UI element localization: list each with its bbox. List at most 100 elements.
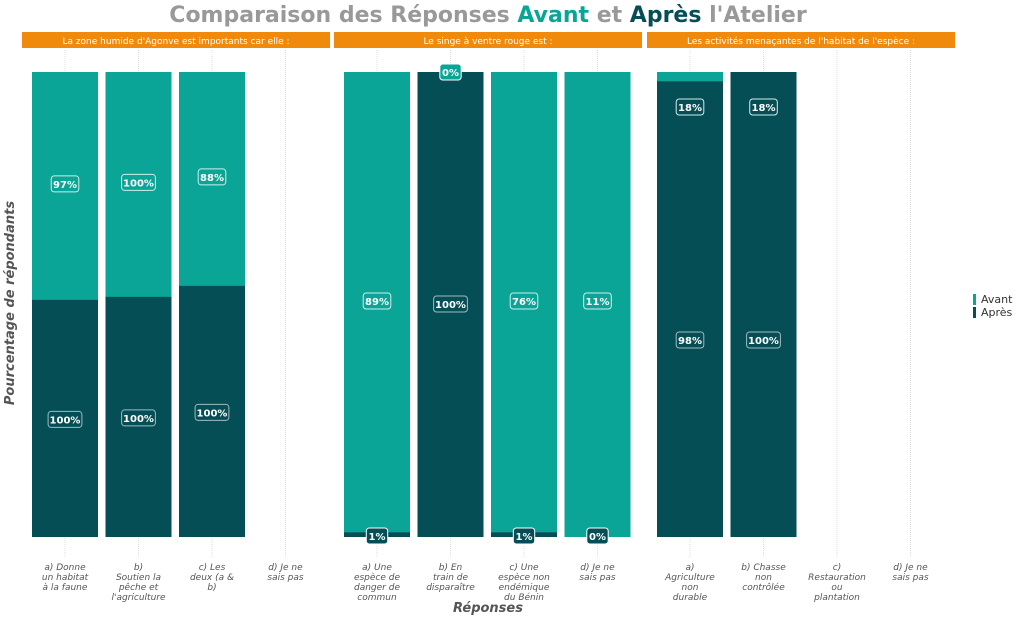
- data-label: 100%: [435, 300, 466, 311]
- legend-label: Après: [981, 306, 1013, 319]
- data-label: 1%: [369, 532, 386, 543]
- data-label-box: [746, 331, 781, 349]
- tick-label: non: [755, 573, 772, 583]
- tick-label: sais pas: [579, 573, 615, 583]
- bar-apres: [417, 72, 484, 537]
- tick-label: danger de: [354, 583, 400, 593]
- data-label-box: [197, 168, 227, 186]
- tick-label: espèce non: [498, 572, 550, 583]
- bar-avant: [491, 72, 557, 537]
- data-label: 88%: [200, 173, 224, 184]
- data-label: 0%: [589, 532, 606, 543]
- data-label-box: [433, 295, 468, 313]
- tick-label: non: [682, 583, 699, 593]
- tick-label: l'agriculture: [111, 593, 165, 603]
- data-label-box: [583, 292, 612, 310]
- data-label-box: [509, 292, 539, 310]
- tick-label: c) Les: [199, 563, 226, 573]
- legend-swatch: [973, 294, 976, 305]
- tick-label: disparaître: [426, 583, 475, 593]
- tick-label: d) Je ne: [893, 563, 928, 573]
- data-label-box: [194, 403, 230, 421]
- tick-label: sais pas: [892, 573, 928, 583]
- tick-label: a) Une: [362, 563, 392, 573]
- data-label: 98%: [678, 336, 702, 347]
- bar-apres: [730, 72, 797, 537]
- tick-label: train de: [433, 573, 469, 583]
- chart-title: Comparaison des Réponses Avant et Après …: [169, 3, 807, 28]
- data-label: 18%: [752, 103, 776, 114]
- panel: Le singe à ventre rouge est : 89% 1% a) Une…: [334, 32, 642, 603]
- tick-label: espèce de: [354, 572, 401, 583]
- chart-title-part: l'Atelier: [701, 3, 806, 28]
- panel: La zone humide d'Agonve est importants c…: [22, 32, 330, 603]
- data-label: 97%: [53, 180, 77, 191]
- data-label-box: [749, 98, 778, 116]
- panel-header: [647, 32, 955, 48]
- data-label: 100%: [123, 178, 154, 189]
- data-label: 100%: [748, 336, 779, 347]
- legend-label: Avant: [981, 293, 1013, 306]
- y-axis-label: Pourcentage de répondants: [3, 201, 18, 405]
- chart-title-part: Après: [630, 3, 702, 28]
- data-label: 100%: [50, 415, 81, 426]
- tick-label: un habitat: [42, 573, 89, 583]
- tick-label: du Bénin: [504, 592, 544, 603]
- data-label-box: [512, 527, 536, 545]
- data-label-box: [121, 173, 156, 191]
- data-label: 89%: [365, 297, 389, 308]
- chart-title-part: Avant: [517, 3, 589, 28]
- data-label-box: [675, 331, 705, 349]
- tick-label: b) En: [439, 563, 463, 573]
- panel-header-text: La zone humide d'Agonve est importants c…: [62, 37, 289, 47]
- data-label-box: [586, 527, 609, 545]
- bar-apres: [32, 299, 98, 537]
- bar-apres: [179, 285, 245, 537]
- panel: Les activités menaçantes de l'habitat de…: [647, 32, 955, 603]
- x-axis-label: Réponses: [453, 601, 523, 616]
- tick-label: c): [833, 563, 841, 573]
- chart-title-part: et: [589, 3, 630, 28]
- tick-label: durable: [673, 593, 708, 603]
- data-label-box: [121, 409, 156, 427]
- tick-label: endémique: [499, 582, 550, 593]
- tick-label: d) Je ne: [580, 563, 615, 573]
- bar-apres: [105, 296, 172, 537]
- legend-swatch: [973, 307, 976, 318]
- tick-label: pêche et: [118, 582, 159, 593]
- tick-label: à la faune: [43, 583, 88, 593]
- data-label: 100%: [197, 408, 228, 419]
- tick-label: commun: [357, 593, 397, 603]
- tick-label: plantation: [813, 593, 860, 603]
- panel-header: [334, 32, 642, 48]
- tick-label: b) Chasse: [741, 563, 786, 573]
- data-label-box: [675, 98, 705, 116]
- data-label-box: [50, 175, 80, 193]
- bar-avant: [344, 72, 410, 537]
- data-label: 1%: [516, 532, 533, 543]
- panel-header-text: Les activités menaçantes de l'habitat de…: [687, 36, 915, 47]
- tick-label: a) Donne: [44, 563, 86, 573]
- tick-label: a): [685, 563, 694, 573]
- panels: La zone humide d'Agonve est importants c…: [22, 32, 955, 603]
- tick-label: sais pas: [267, 573, 303, 583]
- tick-label: ou: [831, 583, 843, 593]
- data-label: 18%: [678, 103, 702, 114]
- data-label-box: [362, 292, 392, 310]
- data-label: 100%: [123, 414, 154, 425]
- chart-title-part: Comparaison des Réponses: [169, 3, 517, 28]
- bar-avant: [564, 72, 631, 537]
- tick-label: deux (a &: [190, 573, 234, 583]
- panel-header: [22, 32, 330, 48]
